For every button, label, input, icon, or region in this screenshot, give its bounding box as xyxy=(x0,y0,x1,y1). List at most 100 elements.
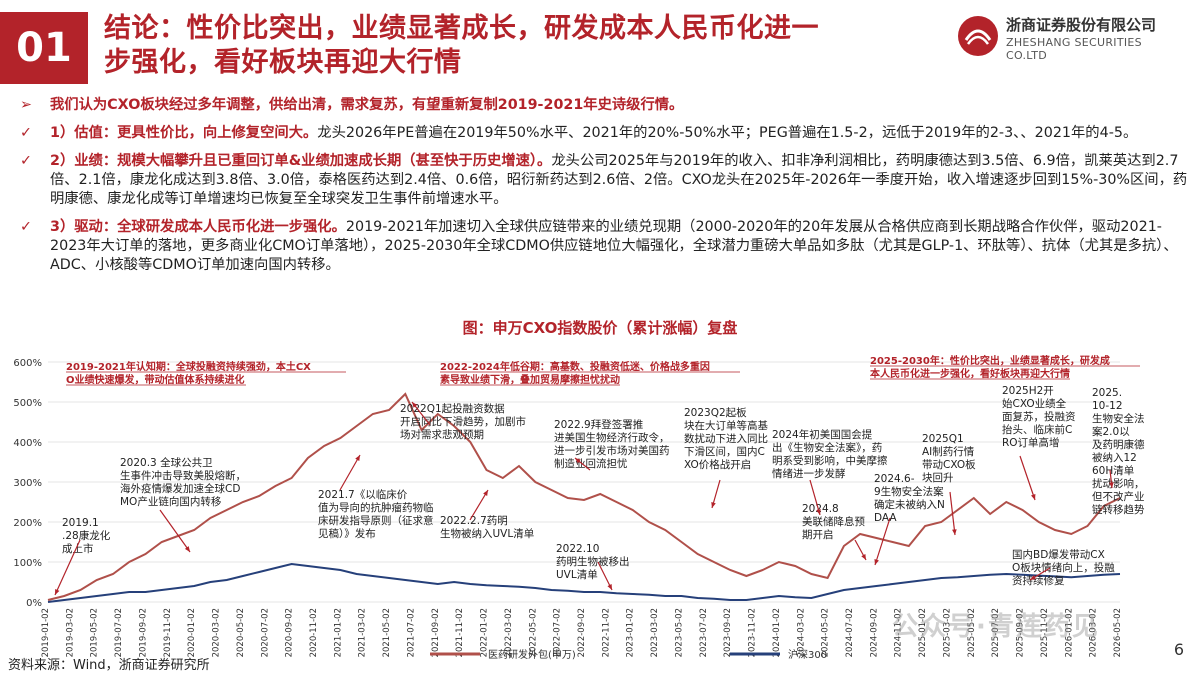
x-tick-label: 2021-11-02 xyxy=(455,608,465,657)
svg-text:生物安全法: 生物安全法 xyxy=(1092,412,1145,425)
x-tick-label: 2024-07-02 xyxy=(845,608,855,657)
svg-text:2025Q1: 2025Q1 xyxy=(922,433,964,445)
svg-text:素导致业绩下滑，叠加贸易摩擦担忧扰动: 素导致业绩下滑，叠加贸易摩擦担忧扰动 xyxy=(440,373,620,386)
svg-text:数扰动下进入同比: 数扰动下进入同比 xyxy=(684,432,768,445)
annotation-arrow xyxy=(809,479,821,516)
svg-text:块在大订单等高基: 块在大订单等高基 xyxy=(684,419,768,432)
x-tick-label: 2023-03-02 xyxy=(650,608,660,657)
x-tick-label: 2022-11-02 xyxy=(601,608,611,657)
check-icon: ✓ xyxy=(20,219,32,235)
chart-annotation: 2020.3 全球公共卫生事件冲击导致美股熔断，海外疫情爆发加速全球CDMO产业… xyxy=(120,456,246,508)
x-tick-label: 2022-09-02 xyxy=(577,608,587,657)
svg-text:2025H2开: 2025H2开 xyxy=(1002,385,1054,397)
bullet-summary: ➢ 我们认为CXO板块经过多年调整，供给出清，需求复苏，有望重新复制2019-2… xyxy=(14,96,1190,115)
x-tick-label: 2023-11-02 xyxy=(748,608,758,657)
svg-text:2025.: 2025. xyxy=(1092,387,1122,399)
svg-text:2023Q2起板: 2023Q2起板 xyxy=(684,406,747,419)
svg-text:案2.0以: 案2.0以 xyxy=(1092,425,1130,438)
svg-text:2025-2030年：性价比突出，业绩显著成长，研发成: 2025-2030年：性价比突出，业绩显著成长，研发成 xyxy=(870,354,1110,367)
svg-text:DAA: DAA xyxy=(874,512,897,524)
y-tick-label: 400% xyxy=(13,438,42,449)
svg-text:进美国生物经济行政令，: 进美国生物经济行政令， xyxy=(554,431,670,444)
watermark: 公众号·青莲药见 xyxy=(892,612,1100,642)
svg-text:O板块情绪向上，投融: O板块情绪向上，投融 xyxy=(1012,561,1115,574)
x-tick-label: 2019-07-02 xyxy=(114,608,124,657)
series-line-hs300 xyxy=(47,562,1121,603)
bullet-body: 龙头公司2025年与2019年的收入、扣非净利润相比，药明康德达到3.5倍、6.… xyxy=(50,153,1188,207)
svg-text:生事件冲击导致美股熔断，: 生事件冲击导致美股熔断， xyxy=(120,469,246,482)
x-tick-label: 2022-01-02 xyxy=(480,608,490,657)
svg-text:期开启: 期开启 xyxy=(802,528,834,541)
x-tick-label: 2023-01-02 xyxy=(626,608,636,657)
x-tick-label: 2019-03-02 xyxy=(65,608,75,657)
svg-text:.28康龙化: .28康龙化 xyxy=(62,529,111,542)
x-tick-label: 2021-07-02 xyxy=(406,608,416,657)
x-tick-label: 2020-05-02 xyxy=(236,608,246,657)
svg-text:扰动影响，: 扰动影响， xyxy=(1092,477,1145,490)
svg-text:抬头、临床前C: 抬头、临床前C xyxy=(1002,423,1072,436)
x-tick-label: 2020-09-02 xyxy=(285,608,295,657)
svg-text:2022.9拜登签署推: 2022.9拜登签署推 xyxy=(554,418,643,431)
x-tick-label: 2020-03-02 xyxy=(212,608,222,657)
x-tick-label: 2025-07-02 xyxy=(991,608,1001,657)
bullet-body: 龙头2026年PE普遍在2019年50%水平、2021年的20%-50%水平；P… xyxy=(317,125,1138,141)
svg-text:2024.8: 2024.8 xyxy=(802,503,839,515)
x-tick-label: 2020-07-02 xyxy=(260,608,270,657)
annotation-arrow xyxy=(949,491,956,536)
svg-text:2019.1: 2019.1 xyxy=(62,517,99,529)
svg-text:链转移趋势: 链转移趋势 xyxy=(1092,503,1145,516)
check-icon: ✓ xyxy=(20,153,32,169)
chart-annotation: 2025-2030年：性价比突出，业绩显著成长，研发成本人民币化进一步强化，看好… xyxy=(870,354,1140,380)
x-tick-label: 2023-05-02 xyxy=(674,608,684,657)
y-tick-label: 200% xyxy=(13,518,42,529)
svg-text:带动CXO板: 带动CXO板 xyxy=(922,458,976,471)
svg-text:始CXO业绩全: 始CXO业绩全 xyxy=(1002,397,1067,410)
svg-text:海外疫情爆发加速全球CD: 海外疫情爆发加速全球CD xyxy=(120,482,240,495)
x-tick-label: 2021-05-02 xyxy=(382,608,392,657)
x-tick-label: 2024-09-02 xyxy=(869,608,879,657)
x-tick-label: 2019-01-02 xyxy=(41,608,51,657)
svg-text:2022-2024年低谷期：高基数、投融资低迷、价格战多重因: 2022-2024年低谷期：高基数、投融资低迷、价格战多重因 xyxy=(440,360,710,373)
y-tick-label: 600% xyxy=(13,358,42,369)
svg-text:RO订单高增: RO订单高增 xyxy=(1002,436,1060,449)
page-title: 结论：性价比突出，业绩显著成长，研发成本人民币化进一 步强化，看好板块再迎大行情 xyxy=(104,12,904,80)
x-tick-label: 2019-09-02 xyxy=(138,608,148,657)
svg-text:60H清单: 60H清单 xyxy=(1092,464,1134,477)
x-tick-label: 2024-03-02 xyxy=(796,608,806,657)
y-tick-label: 500% xyxy=(13,398,42,409)
svg-text:药明生物被移出: 药明生物被移出 xyxy=(556,555,630,568)
svg-text:10-12: 10-12 xyxy=(1092,400,1123,412)
arrow-bullet-icon: ➢ xyxy=(20,97,32,113)
company-logo-icon xyxy=(958,16,998,56)
x-tick-label: 2025-01-02 xyxy=(918,608,928,657)
legend-label: 沪深300 xyxy=(788,648,827,660)
svg-text:9生物安全法案: 9生物安全法案 xyxy=(874,485,944,498)
page-number: 6 xyxy=(1173,640,1184,659)
bullet-head: 3）驱动：全球研发成本人民币化进一步强化。 xyxy=(50,219,346,235)
svg-text:下滑区间，国内C: 下滑区间，国内C xyxy=(684,445,765,458)
svg-text:本人民币化进一步强化，看好板块再迎大行情: 本人民币化进一步强化，看好板块再迎大行情 xyxy=(870,367,1070,380)
company-name-en: ZHESHANG SECURITIES CO.LTD xyxy=(1006,36,1142,62)
y-tick-label: 300% xyxy=(13,478,42,489)
svg-text:被纳入12: 被纳入12 xyxy=(1092,451,1137,464)
x-tick-label: 2023-07-02 xyxy=(699,608,709,657)
x-tick-label: 2026-05-02 xyxy=(1113,608,1123,657)
svg-text:国内BD爆发带动CX: 国内BD爆发带动CX xyxy=(1012,548,1105,561)
bullet-head: 1）估值：更具性价比，向上修复空间大。 xyxy=(50,125,318,141)
company-name: 浙商证券股份有限公司 xyxy=(1006,16,1157,34)
annotation-arrow xyxy=(469,489,489,521)
svg-text:床研发指导原则（征求意: 床研发指导原则（征求意 xyxy=(318,514,434,527)
svg-text:资持续修复: 资持续修复 xyxy=(1012,574,1065,587)
svg-text:面复苏，投融资: 面复苏，投融资 xyxy=(1002,410,1076,423)
svg-text:2019-2021年认知期：全球投融资持续强劲，本土CX: 2019-2021年认知期：全球投融资持续强劲，本土CX xyxy=(66,360,311,373)
bullet-performance: ✓ 2）业绩：规模大幅攀升且已重回订单&业绩加速成长期（甚至快于历史增速）。龙头… xyxy=(14,152,1190,209)
svg-text:制造业回流担忧: 制造业回流担忧 xyxy=(554,457,628,470)
svg-text:及药明康德: 及药明康德 xyxy=(1092,438,1145,451)
svg-text:O业绩快速爆发，带动估值体系持续进化: O业绩快速爆发，带动估值体系持续进化 xyxy=(66,373,245,386)
